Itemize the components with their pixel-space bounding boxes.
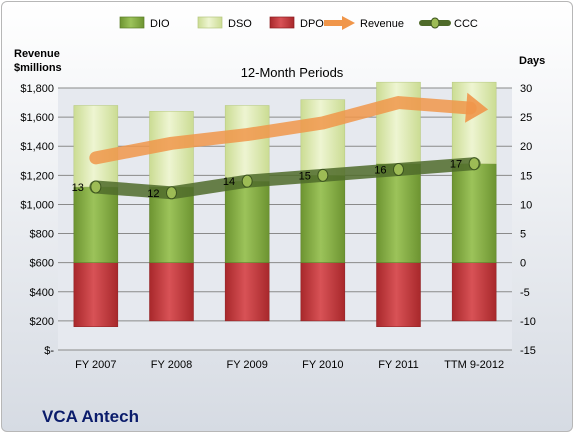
legend-swatch-ccc-marker: [430, 17, 440, 29]
company-name: VCA Antech: [42, 407, 139, 426]
legend-swatch-dpo: [269, 16, 295, 29]
ccc-marker: [317, 168, 329, 182]
left-axis-tick-label: $1,400: [20, 141, 54, 153]
ccc-data-label: 15: [299, 170, 311, 182]
legend-swatch-dio: [119, 16, 145, 29]
ccc-data-label: 16: [374, 165, 386, 177]
ccc-line: [89, 157, 481, 200]
left-axis-tick-label: $800: [30, 229, 54, 241]
ccc-data-label: 12: [147, 188, 159, 200]
x-axis-tick-label: FY 2010: [302, 359, 343, 371]
legend-label-revenue: Revenue: [360, 18, 404, 30]
ccc-marker: [90, 180, 102, 194]
legend-label-ccc: CCC: [454, 18, 478, 30]
ccc-data-label: 17: [450, 159, 462, 171]
dso-bar: [73, 105, 119, 188]
ccc-marker: [166, 186, 177, 200]
ccc-data-label: 14: [223, 176, 235, 188]
left-axis-tick-label: $400: [30, 287, 54, 299]
legend-label-dpo: DPO: [300, 18, 324, 30]
right-axis-tick-label: -10: [520, 316, 536, 328]
dio-bar: [224, 180, 270, 263]
dso-bar: [224, 105, 270, 182]
right-axis-tick-label: 0: [520, 258, 526, 270]
legend-swatch-dso: [197, 16, 223, 29]
dpo-bar: [149, 262, 194, 322]
left-axis-tick-label: $1,600: [20, 112, 54, 124]
left-axis-tick-label: $1,800: [20, 83, 54, 95]
x-axis-tick-label: FY 2011: [378, 359, 419, 371]
ccc-marker: [468, 157, 480, 171]
dso-bar: [376, 81, 421, 164]
left-axis-label-line2: $millions: [14, 62, 62, 74]
legend-swatch-revenue-head: [342, 16, 355, 30]
right-axis-tick-label: 20: [520, 141, 532, 153]
x-axis-tick-label: FY 2009: [226, 359, 267, 371]
x-axis-tick-label: TTM 9-2012: [444, 359, 504, 371]
right-axis-tick-label: 5: [520, 229, 526, 241]
left-axis-tick-label: $-: [44, 345, 54, 357]
dpo-bar: [300, 262, 346, 322]
dio-bar: [451, 163, 497, 263]
x-axis-tick-label: FY 2007: [75, 359, 116, 371]
dio-bar: [376, 163, 421, 263]
dpo-bar: [376, 262, 421, 327]
dpo-bar: [451, 262, 497, 322]
left-axis-tick-label: $1,000: [20, 199, 54, 211]
ccc-data-label: 13: [72, 182, 84, 194]
dio-bar: [149, 186, 194, 263]
revenue-arrowhead: [465, 92, 489, 123]
legend-label-dio: DIO: [150, 18, 170, 30]
right-axis-tick-label: -5: [520, 287, 530, 299]
dso-bar: [300, 99, 346, 176]
chart-title: 12-Month Periods: [241, 65, 344, 80]
legend-label-dso: DSO: [228, 18, 252, 30]
dio-bar: [300, 175, 346, 263]
dso-bar: [451, 81, 497, 164]
left-axis-tick-label: $200: [30, 316, 54, 328]
dio-bar: [73, 186, 119, 263]
dpo-bar: [224, 262, 270, 322]
x-axis-tick-label: FY 2008: [151, 359, 192, 371]
right-axis-label: Days: [519, 55, 545, 67]
left-axis-label-line1: Revenue: [14, 48, 60, 60]
right-axis-tick-label: 10: [520, 199, 532, 211]
right-axis-tick-label: 25: [520, 112, 532, 124]
dpo-bar: [73, 262, 119, 327]
left-axis-tick-label: $1,200: [20, 170, 54, 182]
ccc-marker: [393, 163, 404, 177]
right-axis-tick-label: -15: [520, 345, 536, 357]
right-axis-tick-label: 15: [520, 170, 532, 182]
revenue-line: [89, 96, 477, 165]
ccc-marker: [241, 174, 253, 188]
right-axis-tick-label: 30: [520, 83, 532, 95]
left-axis-tick-label: $600: [30, 258, 54, 270]
